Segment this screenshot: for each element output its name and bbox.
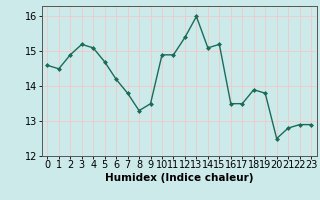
X-axis label: Humidex (Indice chaleur): Humidex (Indice chaleur) xyxy=(105,173,253,183)
